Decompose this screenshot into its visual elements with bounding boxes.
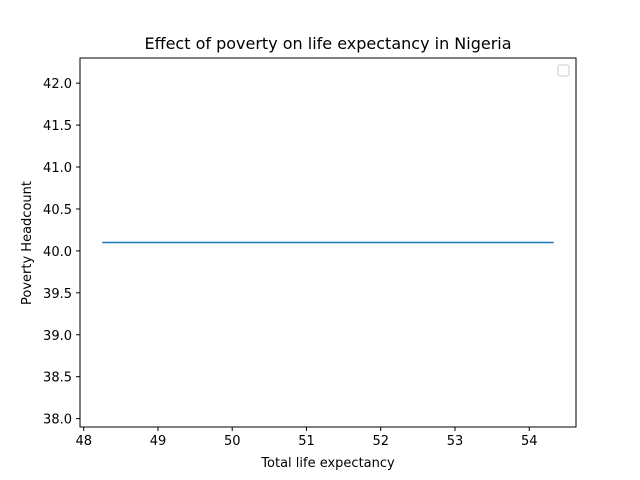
x-tick-label: 52 [372, 434, 389, 449]
y-tick-label: 39.5 [43, 287, 72, 302]
x-tick-label: 53 [447, 434, 464, 449]
x-tick-label: 48 [75, 434, 92, 449]
y-tick-label: 38.0 [43, 413, 72, 428]
plot-area: 48 49 50 51 52 53 54 38.0 38.5 39.0 39.5 40.0 40.5 41… [43, 57, 577, 449]
y-tick-label: 41.0 [43, 161, 72, 176]
y-tick-label: 42.0 [43, 77, 72, 92]
y-tick-label: 40.5 [43, 203, 72, 218]
x-tick-label: 54 [521, 434, 538, 449]
chart-title: Effect of poverty on life expectancy in … [144, 34, 511, 53]
y-tick-label: 41.5 [43, 119, 72, 134]
y-tick-label: 40.0 [43, 245, 72, 260]
x-tick-label: 51 [298, 434, 315, 449]
plot-frame [79, 57, 577, 428]
y-tick-label: 39.0 [43, 329, 72, 344]
y-axis-label: Poverty Headcount [20, 181, 35, 305]
x-tick-label: 50 [224, 434, 241, 449]
x-tick-label: 49 [150, 434, 167, 449]
legend [557, 64, 570, 77]
x-axis-label: Total life expectancy [260, 456, 395, 471]
y-tick-label: 38.5 [43, 371, 72, 386]
legend-box [557, 64, 570, 77]
